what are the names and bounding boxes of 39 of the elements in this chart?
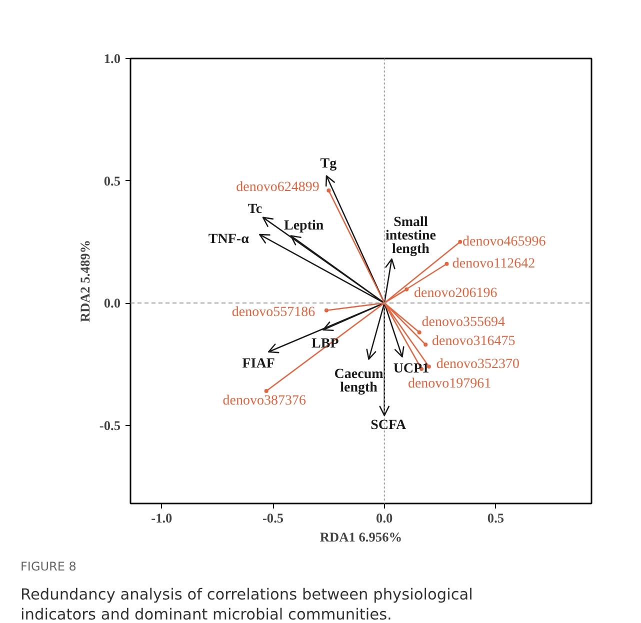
point bbox=[324, 308, 328, 312]
annotation: UCP1 bbox=[393, 361, 430, 376]
annotation: Leptin bbox=[284, 218, 324, 234]
caption: FIGURE 8 bbox=[20, 560, 76, 574]
annotation: Small intestine length bbox=[385, 214, 436, 257]
y-tick-label: -0.5 bbox=[99, 418, 121, 433]
annotation: denovo352370 bbox=[436, 357, 520, 372]
point bbox=[424, 342, 428, 347]
annotation: denovo557186 bbox=[232, 304, 316, 320]
point bbox=[458, 240, 462, 244]
annotation: denovo197961 bbox=[408, 376, 492, 392]
y-tick-label: 0.0 bbox=[104, 296, 121, 311]
annotation: denovo112642 bbox=[452, 256, 536, 272]
point bbox=[326, 188, 331, 193]
x-tick-label: 0.0 bbox=[376, 510, 394, 526]
point bbox=[417, 330, 422, 334]
annotation: FIAF bbox=[242, 356, 275, 372]
annotation: denovo624899 bbox=[236, 180, 320, 196]
y-tick-label: 1.0 bbox=[104, 51, 121, 66]
annotation: denovo387376 bbox=[222, 394, 306, 409]
annotation: Caecum length bbox=[334, 366, 384, 396]
annotation: TNF-α bbox=[208, 232, 250, 248]
point bbox=[264, 389, 268, 394]
annotation: denovo316475 bbox=[432, 334, 516, 350]
point bbox=[404, 287, 409, 292]
annotation: Tg bbox=[320, 156, 337, 172]
x-tick-label: 0.5 bbox=[487, 510, 504, 526]
x-axis-title: RDA1 6.956% bbox=[320, 530, 402, 544]
x-tick-label: -1.0 bbox=[151, 510, 173, 526]
y-tick-label: 0.5 bbox=[104, 173, 121, 188]
annotation: Tc bbox=[248, 202, 262, 217]
x-tick-label: -0.5 bbox=[262, 510, 284, 526]
annotation: denovo465996 bbox=[462, 234, 546, 250]
point bbox=[444, 262, 449, 266]
y-axis-title: RDA2 5.489% bbox=[77, 240, 92, 322]
annotation: SCFA bbox=[370, 418, 408, 433]
annotation: denovo206196 bbox=[414, 286, 498, 301]
annotation: denovo355694 bbox=[422, 314, 505, 330]
text: Redundancy analysis of correlations between physiological indicators and dominant microbial communities. bbox=[20, 586, 473, 623]
